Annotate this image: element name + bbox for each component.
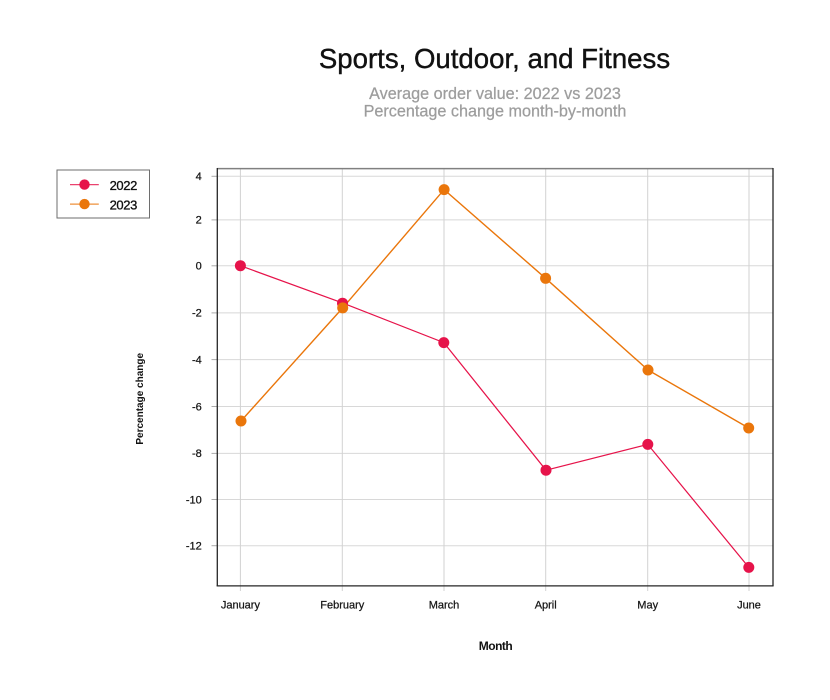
svg-text:January: January: [221, 599, 261, 611]
svg-text:March: March: [429, 599, 460, 611]
svg-text:-10: -10: [186, 494, 202, 506]
svg-text:February: February: [320, 599, 365, 611]
svg-text:-12: -12: [186, 541, 202, 553]
svg-text:Percentage change: Percentage change: [135, 353, 146, 445]
svg-text:-2: -2: [192, 308, 202, 320]
svg-text:April: April: [535, 599, 557, 611]
svg-text:May: May: [637, 599, 658, 611]
svg-text:2: 2: [196, 215, 202, 227]
svg-text:2023: 2023: [110, 197, 137, 212]
svg-text:-6: -6: [192, 401, 202, 413]
svg-text:2022: 2022: [110, 178, 137, 193]
svg-text:Month: Month: [479, 639, 513, 653]
svg-text:-8: -8: [192, 448, 202, 460]
svg-text:Average order value: 2022 vs 2: Average order value: 2022 vs 2023: [369, 85, 621, 103]
svg-text:Sports, Outdoor, and Fitness: Sports, Outdoor, and Fitness: [319, 43, 670, 74]
svg-text:4: 4: [196, 171, 202, 183]
svg-text:June: June: [737, 599, 761, 611]
svg-text:-4: -4: [192, 354, 202, 366]
svg-text:Percentage change month-by-mon: Percentage change month-by-month: [364, 103, 627, 121]
svg-text:0: 0: [196, 261, 202, 273]
